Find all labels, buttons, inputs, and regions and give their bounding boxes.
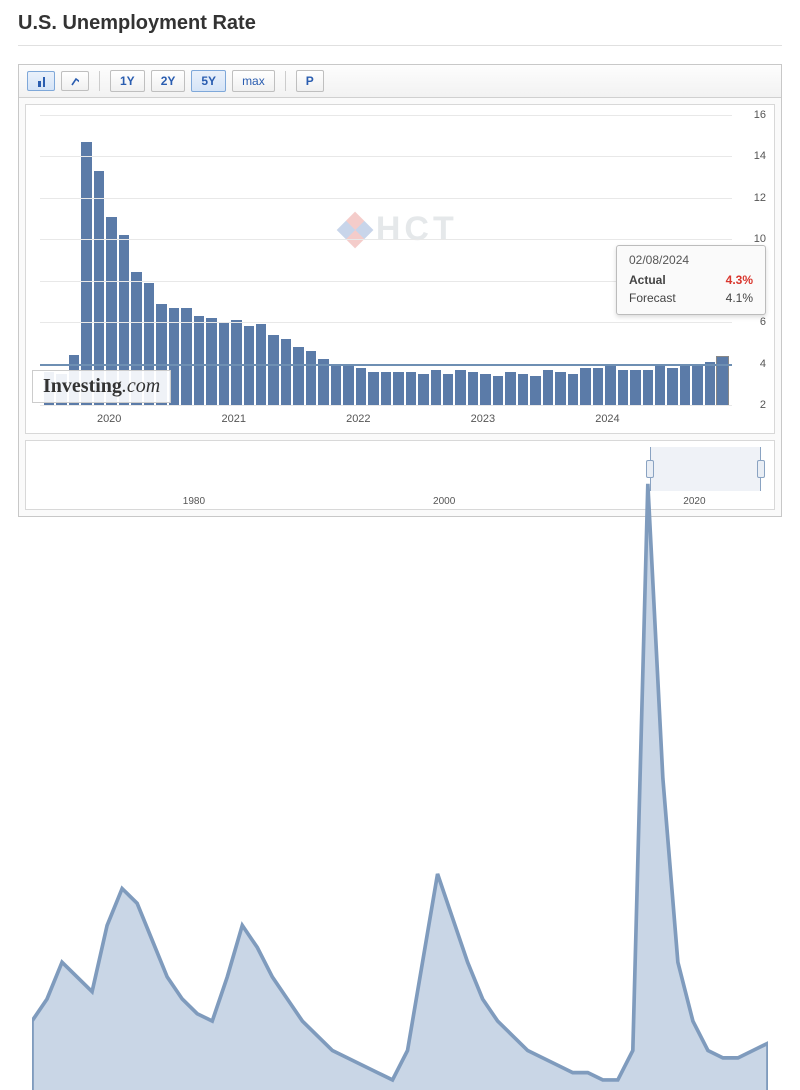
y-axis-label: 14 bbox=[754, 150, 766, 162]
x-axis-label: 2022 bbox=[346, 413, 370, 425]
bar[interactable] bbox=[555, 372, 565, 405]
tooltip-label: Actual bbox=[629, 273, 666, 287]
minimap-x-label: 2020 bbox=[683, 496, 705, 507]
minimap-area bbox=[32, 447, 768, 1090]
bar[interactable] bbox=[480, 374, 490, 405]
chart-type-bar-button[interactable] bbox=[27, 71, 55, 91]
gridline bbox=[40, 405, 732, 406]
range-1y-button[interactable]: 1Y bbox=[110, 70, 145, 92]
gridline bbox=[40, 322, 732, 323]
range-max-button[interactable]: max bbox=[232, 70, 275, 92]
bar[interactable] bbox=[667, 368, 677, 405]
bar[interactable] bbox=[680, 366, 690, 405]
x-axis-label: 2021 bbox=[222, 413, 246, 425]
bar[interactable] bbox=[331, 366, 341, 405]
brush-handle-left[interactable] bbox=[646, 460, 654, 478]
bar[interactable] bbox=[381, 372, 391, 405]
bar[interactable] bbox=[455, 370, 465, 405]
bar[interactable] bbox=[493, 376, 503, 405]
bar[interactable] bbox=[306, 351, 316, 405]
bar[interactable] bbox=[543, 370, 553, 405]
y-axis-label: 2 bbox=[760, 399, 766, 411]
bar[interactable] bbox=[692, 364, 702, 405]
minimap-x-label: 2000 bbox=[433, 496, 455, 507]
investing-watermark: Investing.com bbox=[32, 370, 171, 403]
x-axis-label: 2023 bbox=[471, 413, 495, 425]
tooltip-date: 02/08/2024 bbox=[629, 253, 753, 267]
bar[interactable] bbox=[443, 374, 453, 405]
tooltip-row: Forecast 4.1% bbox=[629, 289, 753, 307]
bar[interactable] bbox=[605, 366, 615, 405]
bar[interactable] bbox=[530, 376, 540, 405]
line-chart-icon bbox=[71, 75, 79, 87]
tooltip-value: 4.1% bbox=[726, 291, 753, 305]
x-axis-label: 2024 bbox=[595, 413, 619, 425]
bar[interactable] bbox=[318, 359, 328, 405]
gridline bbox=[40, 115, 732, 116]
reference-line bbox=[40, 364, 732, 366]
bar[interactable] bbox=[393, 372, 403, 405]
bar[interactable] bbox=[431, 370, 441, 405]
gridline bbox=[40, 198, 732, 199]
bar[interactable] bbox=[418, 374, 428, 405]
bar[interactable] bbox=[593, 368, 603, 405]
main-chart[interactable]: HCT 24681012141620202021202220232024 Inv… bbox=[25, 104, 775, 434]
bar[interactable] bbox=[356, 368, 366, 405]
bar[interactable] bbox=[293, 347, 303, 405]
range-2y-button[interactable]: 2Y bbox=[151, 70, 186, 92]
bar[interactable] bbox=[231, 320, 241, 405]
bar[interactable] bbox=[206, 318, 216, 405]
x-axis-label: 2020 bbox=[97, 413, 121, 425]
tooltip-label: Forecast bbox=[629, 291, 676, 305]
bar[interactable] bbox=[705, 362, 715, 406]
chart-container: 1Y2Y5Ymax P HCT 246810121416202020212022… bbox=[18, 64, 782, 517]
brush-handle-right[interactable] bbox=[757, 460, 765, 478]
bar-chart-icon bbox=[37, 75, 45, 87]
data-tooltip: 02/08/2024 Actual 4.3% Forecast 4.1% bbox=[616, 245, 766, 315]
gridline bbox=[40, 239, 732, 240]
toolbar-p-button[interactable]: P bbox=[296, 70, 324, 92]
gridline bbox=[40, 156, 732, 157]
chart-type-line-button[interactable] bbox=[61, 71, 89, 91]
tooltip-value: 4.3% bbox=[726, 273, 753, 287]
bar[interactable] bbox=[505, 372, 515, 405]
toolbar-separator bbox=[99, 71, 100, 91]
bar[interactable] bbox=[643, 370, 653, 405]
bar[interactable] bbox=[655, 366, 665, 405]
minimap-x-label: 1980 bbox=[183, 496, 205, 507]
minimap-brush[interactable] bbox=[650, 447, 760, 491]
bar[interactable] bbox=[406, 372, 416, 405]
y-axis-label: 4 bbox=[760, 358, 766, 370]
bar[interactable] bbox=[281, 339, 291, 405]
minimap-chart[interactable]: 1980 2000 2020 bbox=[25, 440, 775, 510]
bar[interactable] bbox=[630, 370, 640, 405]
chart-toolbar: 1Y 2Y5Y max P bbox=[19, 65, 781, 98]
bar[interactable] bbox=[518, 374, 528, 405]
bar[interactable] bbox=[343, 364, 353, 405]
y-axis-label: 12 bbox=[754, 192, 766, 204]
range-5y-button[interactable]: 5Y bbox=[191, 70, 226, 92]
y-axis-label: 16 bbox=[754, 109, 766, 121]
bar[interactable] bbox=[568, 374, 578, 405]
bar[interactable] bbox=[268, 335, 278, 405]
y-axis-label: 10 bbox=[754, 233, 766, 245]
bar[interactable] bbox=[618, 370, 628, 405]
bar[interactable] bbox=[194, 316, 204, 405]
page-title: U.S. Unemployment Rate bbox=[18, 12, 782, 46]
bar[interactable] bbox=[368, 372, 378, 405]
bar[interactable] bbox=[244, 326, 254, 405]
bar[interactable] bbox=[580, 368, 590, 405]
bar[interactable] bbox=[468, 372, 478, 405]
toolbar-separator bbox=[285, 71, 286, 91]
y-axis-label: 6 bbox=[760, 316, 766, 328]
tooltip-row: Actual 4.3% bbox=[629, 271, 753, 289]
